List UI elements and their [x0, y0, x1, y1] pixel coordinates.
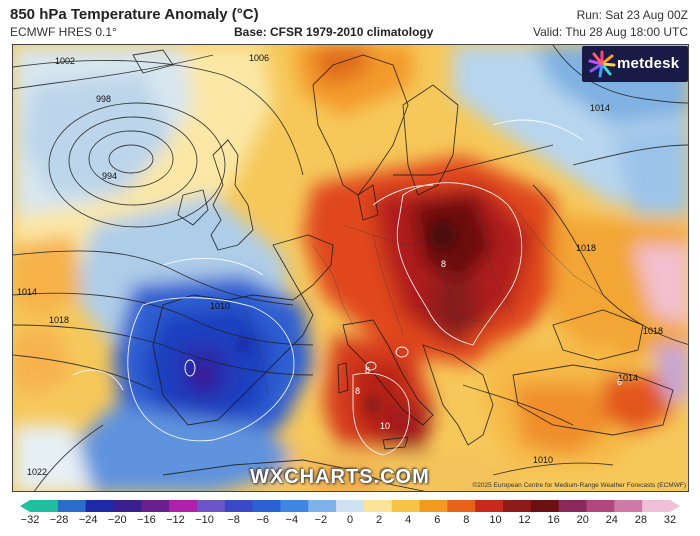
legend-color-cell — [30, 500, 59, 512]
legend-right-arrow — [670, 500, 680, 512]
legend-color-cell — [614, 500, 643, 512]
metdesk-logo[interactable]: metdesk — [582, 46, 688, 82]
model-label: ECMWF HRES 0.1° — [10, 25, 117, 39]
legend-tick-label: 28 — [634, 514, 648, 526]
isobar-label: 998 — [96, 94, 111, 104]
legend-tick-label: 32 — [663, 514, 677, 526]
isobar-label: 994 — [102, 171, 117, 181]
isobar-label-layer: 1002 1006 998 994 1014 1018 1014 1010 10… — [17, 53, 663, 477]
legend-tick-label: −12 — [166, 514, 185, 526]
legend-color-cell — [336, 500, 365, 512]
climatology-base-label: Base: CFSR 1979-2010 climatology — [234, 25, 434, 39]
legend-tick-label: 16 — [547, 514, 560, 526]
legend-tick-label: −20 — [107, 514, 127, 526]
coastlines — [132, 49, 674, 491]
legend-tick-label: 10 — [489, 514, 502, 526]
legend-left-arrow — [20, 500, 30, 512]
legend-tick-label: −32 — [20, 514, 40, 526]
legend-color-cell — [391, 500, 421, 512]
isobar-label: 1010 — [533, 455, 553, 465]
anomaly-cells — [184, 346, 409, 377]
legend-color-cell — [419, 500, 448, 512]
legend-color-cell — [224, 500, 254, 512]
legend-tick-label: 4 — [405, 514, 412, 526]
legend-tick-label: −24 — [78, 514, 98, 526]
legend-tick-label: −28 — [49, 514, 69, 526]
legend-tick-label: −16 — [137, 514, 156, 526]
legend-color-cell — [447, 500, 476, 512]
legend-tick-label: 6 — [434, 514, 441, 526]
isobar-label: 1022 — [27, 467, 47, 477]
valid-time-label: Valid: Thu 28 Aug 18:00 UTC — [533, 25, 688, 39]
legend-color-cell — [196, 500, 226, 512]
metdesk-logo-text: metdesk — [617, 55, 680, 72]
legend-tick-label: −4 — [285, 514, 299, 526]
anomaly-contour-label: 8 — [355, 386, 360, 396]
legend-colorbar — [20, 500, 680, 512]
isobar-label: 1018 — [643, 326, 663, 336]
legend-tick-label: −2 — [314, 514, 328, 526]
anomaly-contours — [72, 119, 584, 456]
isobars — [13, 45, 688, 491]
legend-color-cell — [363, 500, 393, 512]
metdesk-starburst-icon — [588, 50, 616, 78]
legend-color-cell — [558, 500, 588, 512]
legend-color-cell — [280, 500, 309, 512]
legend-color-cell — [586, 500, 615, 512]
isobar-label: 1014 — [618, 373, 638, 383]
wxcharts-watermark: WXCHARTS.COM — [250, 466, 430, 488]
legend-color-cell — [113, 500, 142, 512]
legend-color-cells — [30, 500, 671, 512]
isobar-label: 1014 — [17, 287, 37, 297]
isobar-label: 1014 — [590, 103, 610, 113]
legend-tick-label: −10 — [195, 514, 214, 526]
chart-title: 850 hPa Temperature Anomaly (°C) — [10, 6, 259, 23]
legend-color-cell — [503, 500, 532, 512]
anomaly-map[interactable]: 1002 1006 998 994 1014 1018 1014 1010 10… — [12, 44, 689, 492]
legend-color-cell — [308, 500, 337, 512]
legend-ticks: −32 −28 −24 −20 −16 −12 −10 −8 −6 −4 −2 0 2 4 6 8 10 12 16… — [20, 514, 680, 530]
isobar-label: 1006 — [249, 53, 269, 63]
anomaly-contour-label: 10 — [380, 421, 390, 431]
legend-tick-label: −8 — [227, 514, 240, 526]
legend-color-cell — [530, 500, 560, 512]
legend-tick-label: 20 — [576, 514, 589, 526]
isobar-label: 1010 — [210, 301, 230, 311]
anomaly-contour-label: 8 — [365, 365, 370, 375]
legend-tick-label: 0 — [346, 514, 354, 526]
legend-color-cell — [475, 500, 504, 512]
map-canvas: 1002 1006 998 994 1014 1018 1014 1010 10… — [13, 45, 688, 491]
anomaly-details — [193, 221, 457, 414]
legend-color-cell — [85, 500, 114, 512]
chart-header: 850 hPa Temperature Anomaly (°C) ECMWF H… — [0, 0, 700, 44]
run-time-label: Run: Sat 23 Aug 00Z — [576, 8, 688, 22]
legend-color-cell — [252, 500, 281, 512]
legend-tick-label: 2 — [376, 514, 383, 526]
anomaly-label-layer: 8 8 10 8 6 — [355, 259, 622, 431]
legend-color-cell — [141, 500, 170, 512]
legend-tick-label: −6 — [256, 514, 269, 526]
legend-tick-label: 24 — [605, 514, 618, 526]
isobar-label: 1002 — [55, 56, 75, 66]
ecmwf-copyright: ©2025 European Centre for Medium-Range W… — [472, 482, 686, 489]
anomaly-contour-label: 6 — [617, 377, 622, 387]
anomaly-field — [13, 45, 688, 491]
isobar-label: 1018 — [49, 315, 69, 325]
legend-tick-label: 8 — [463, 514, 470, 526]
country-borders — [242, 194, 604, 396]
legend-tick-label: 12 — [518, 514, 531, 526]
legend-color-cell — [57, 500, 87, 512]
isobar-label: 1018 — [576, 243, 596, 253]
legend-color-cell — [642, 500, 671, 512]
legend-color-cell — [169, 500, 198, 512]
anomaly-contour-label: 8 — [441, 259, 446, 269]
